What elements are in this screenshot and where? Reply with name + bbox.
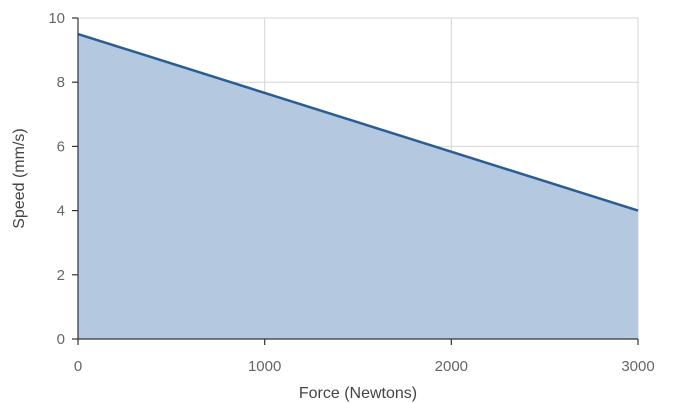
y-tick-label: 4	[57, 203, 65, 220]
series-line	[77, 32, 639, 212]
y-tick-label: 6	[57, 138, 65, 155]
y-tick-label: 8	[57, 74, 65, 91]
x-tick-label: 0	[74, 358, 82, 375]
x-tick-label: 1000	[248, 358, 281, 375]
area-fill	[78, 34, 638, 340]
y-tick-label: 2	[57, 267, 65, 284]
y-tick-label: 10	[48, 10, 65, 27]
plot-area	[77, 32, 639, 340]
x-axis-title: Force (Newtons)	[299, 385, 417, 402]
y-tick-label: 0	[57, 331, 65, 348]
x-tick-label: 2000	[435, 358, 468, 375]
axes	[72, 17, 639, 345]
tick-labels: 0 2 4 6 8 10 0 1000 2000 3000	[48, 10, 654, 375]
y-axis-title: Speed (mm/s)	[11, 128, 28, 228]
x-tick-label: 3000	[621, 358, 654, 375]
